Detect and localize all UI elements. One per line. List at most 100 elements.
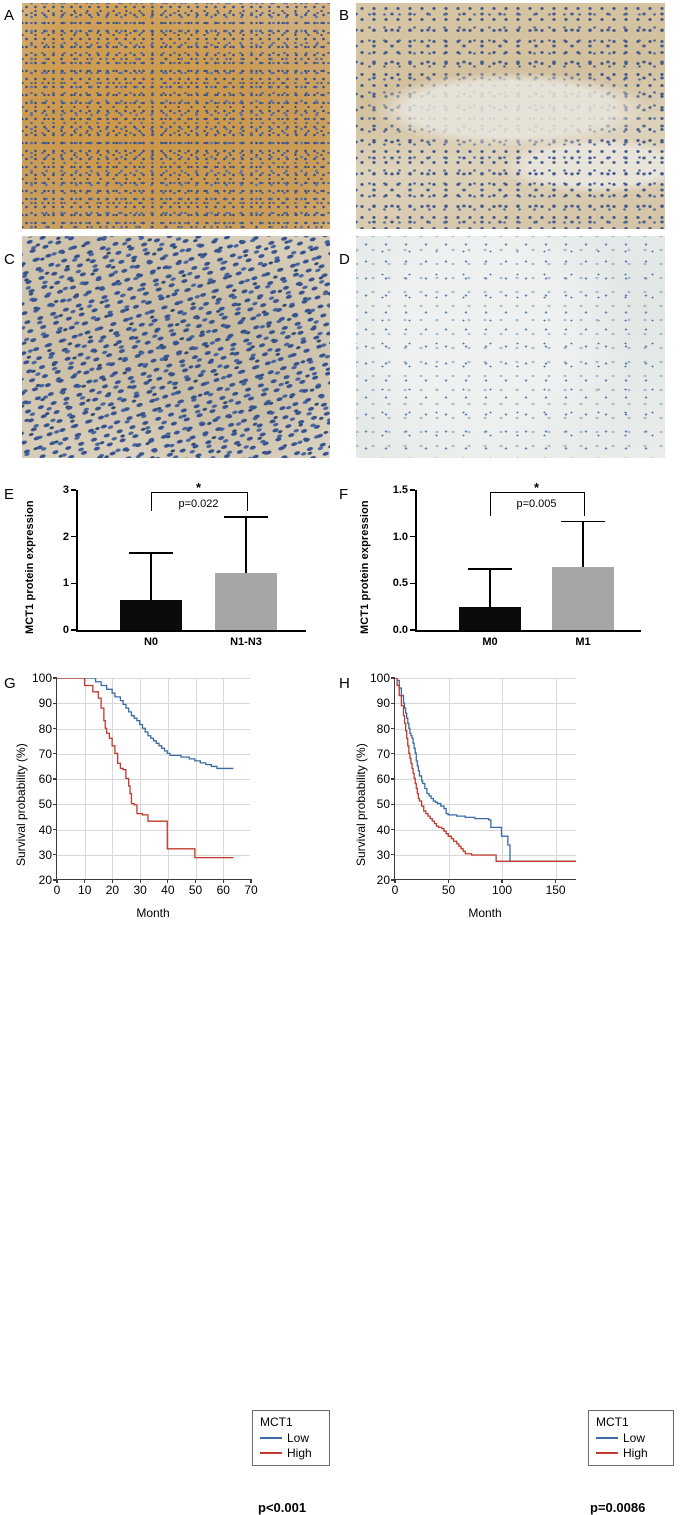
panel-g-legend-title: MCT1 xyxy=(260,1415,293,1429)
y-axis-line xyxy=(76,490,78,630)
significance-bracket xyxy=(151,492,248,512)
y-axis-tick-label: 80 xyxy=(376,721,390,736)
error-bar-cap xyxy=(129,552,173,554)
panel-h-legend-title: MCT1 xyxy=(596,1415,629,1429)
panel-g-legend: MCT1 Low High xyxy=(252,1410,330,1466)
x-axis-tick-label: 60 xyxy=(216,883,230,897)
y-axis-tick xyxy=(53,727,57,730)
y-axis-tick-label: 0 xyxy=(62,624,69,636)
x-axis-tick-label: 30 xyxy=(133,883,147,897)
panel-h-legend-swatch-low xyxy=(596,1437,618,1439)
panel-letter-h: H xyxy=(339,675,350,692)
y-axis-tick xyxy=(71,535,76,538)
horizontal-gridline xyxy=(395,779,576,780)
panel-f-plot-area: 0.0 0.5 1.0 1.5 M0 M1 * p=0.005 xyxy=(393,481,641,648)
panel-letter-b: B xyxy=(339,7,350,24)
panel-h-p-value: p=0.0086 xyxy=(590,1500,646,1515)
bar-m1[interactable] xyxy=(552,567,614,630)
x-axis-tick-label: 40 xyxy=(161,883,175,897)
panel-h-x-axis-label: Month xyxy=(468,906,502,920)
ihc-panel-d xyxy=(356,236,665,458)
y-axis-tick-label: 30 xyxy=(376,847,390,862)
x-axis-tick xyxy=(222,879,224,883)
y-axis-tick xyxy=(53,753,57,755)
x-axis-tick-label: 50 xyxy=(188,883,203,897)
panel-g-gridlines xyxy=(57,678,250,879)
x-axis-tick xyxy=(84,879,86,883)
x-axis-tick xyxy=(394,879,396,883)
panel-g-legend-row-low[interactable]: Low xyxy=(260,1431,322,1445)
y-axis-tick-label: 2 xyxy=(62,530,69,543)
y-axis-tick xyxy=(71,629,76,631)
y-axis-tick-label: 0.5 xyxy=(392,577,408,590)
x-axis-line xyxy=(415,630,641,632)
x-axis-tick xyxy=(167,879,169,883)
bar-n1-n3[interactable] xyxy=(215,572,277,630)
x-axis-tick xyxy=(111,879,114,883)
error-bar-line xyxy=(245,516,247,573)
panel-g-legend-label-low: Low xyxy=(287,1431,310,1445)
x-axis-tick-label: 150 xyxy=(545,883,566,897)
horizontal-gridline xyxy=(395,678,576,679)
error-bar-cap xyxy=(468,568,512,570)
x-axis-tick xyxy=(250,879,252,883)
y-axis-tick xyxy=(410,582,415,585)
y-axis-tick xyxy=(391,828,395,831)
significance-star: * xyxy=(195,480,202,495)
ihc-panel-c xyxy=(22,236,330,458)
panel-e-y-axis-label: MCT1 protein expression xyxy=(24,500,36,634)
x-axis-category-label: M0 xyxy=(482,636,498,648)
vertical-gridline xyxy=(223,678,225,879)
x-axis-tick-label: 0 xyxy=(391,883,399,897)
y-axis-tick xyxy=(410,489,415,491)
x-axis-tick xyxy=(501,879,503,883)
vertical-gridline xyxy=(140,678,142,879)
y-axis-tick xyxy=(391,778,395,780)
y-axis-tick xyxy=(391,854,395,856)
y-axis-tick xyxy=(71,489,76,491)
panel-h-y-axis-label: Survival probability (%) xyxy=(354,743,368,866)
x-axis-line xyxy=(76,630,306,632)
bar-m0[interactable] xyxy=(459,607,521,630)
vertical-gridline xyxy=(84,678,86,879)
panel-h-legend: MCT1 Low High xyxy=(588,1410,674,1466)
x-axis-tick-label: 100 xyxy=(492,883,513,897)
x-axis-tick xyxy=(56,879,58,883)
panel-g-legend-row-high[interactable]: High xyxy=(260,1446,322,1460)
x-axis-tick-label: 50 xyxy=(441,883,456,897)
vertical-gridline xyxy=(112,678,114,879)
y-axis-tick-label: 20 xyxy=(376,873,390,887)
y-axis-tick xyxy=(53,828,57,831)
significance-bracket xyxy=(490,492,585,516)
y-axis-tick xyxy=(53,854,57,856)
ihc-panel-a-nuclei xyxy=(22,3,330,229)
x-axis-tick-label: 20 xyxy=(105,883,120,897)
x-axis-tick xyxy=(139,879,141,883)
y-axis-tick-label: 60 xyxy=(376,772,390,786)
x-axis-tick xyxy=(447,879,450,883)
ihc-panel-b-nuclei xyxy=(356,3,665,229)
panel-g-y-axis-label: Survival probability (%) xyxy=(14,743,28,866)
horizontal-gridline xyxy=(57,779,250,780)
vertical-gridline xyxy=(195,678,197,879)
km-curve-high xyxy=(395,678,576,862)
y-axis-tick-label: 60 xyxy=(38,772,52,786)
error-bar-line xyxy=(489,568,491,608)
horizontal-gridline xyxy=(57,854,250,856)
y-axis-tick xyxy=(391,803,395,805)
panel-g-legend-label-high: High xyxy=(287,1446,312,1460)
y-axis-tick-label: 1.5 xyxy=(392,484,408,496)
y-axis-tick xyxy=(391,702,395,704)
y-axis-tick-label: 3 xyxy=(62,484,69,496)
y-axis-tick xyxy=(391,677,395,679)
y-axis-tick xyxy=(71,582,76,585)
panel-h-legend-row-high[interactable]: High xyxy=(596,1446,666,1460)
panel-h-legend-row-low[interactable]: Low xyxy=(596,1431,666,1445)
vertical-gridline xyxy=(555,678,557,879)
y-axis-tick xyxy=(53,702,57,704)
panel-g-legend-swatch-low xyxy=(260,1437,282,1439)
y-axis-tick-label: 100 xyxy=(369,671,390,685)
horizontal-gridline xyxy=(57,728,250,730)
bar-n0[interactable] xyxy=(120,600,182,630)
km-curve-low xyxy=(395,678,576,862)
